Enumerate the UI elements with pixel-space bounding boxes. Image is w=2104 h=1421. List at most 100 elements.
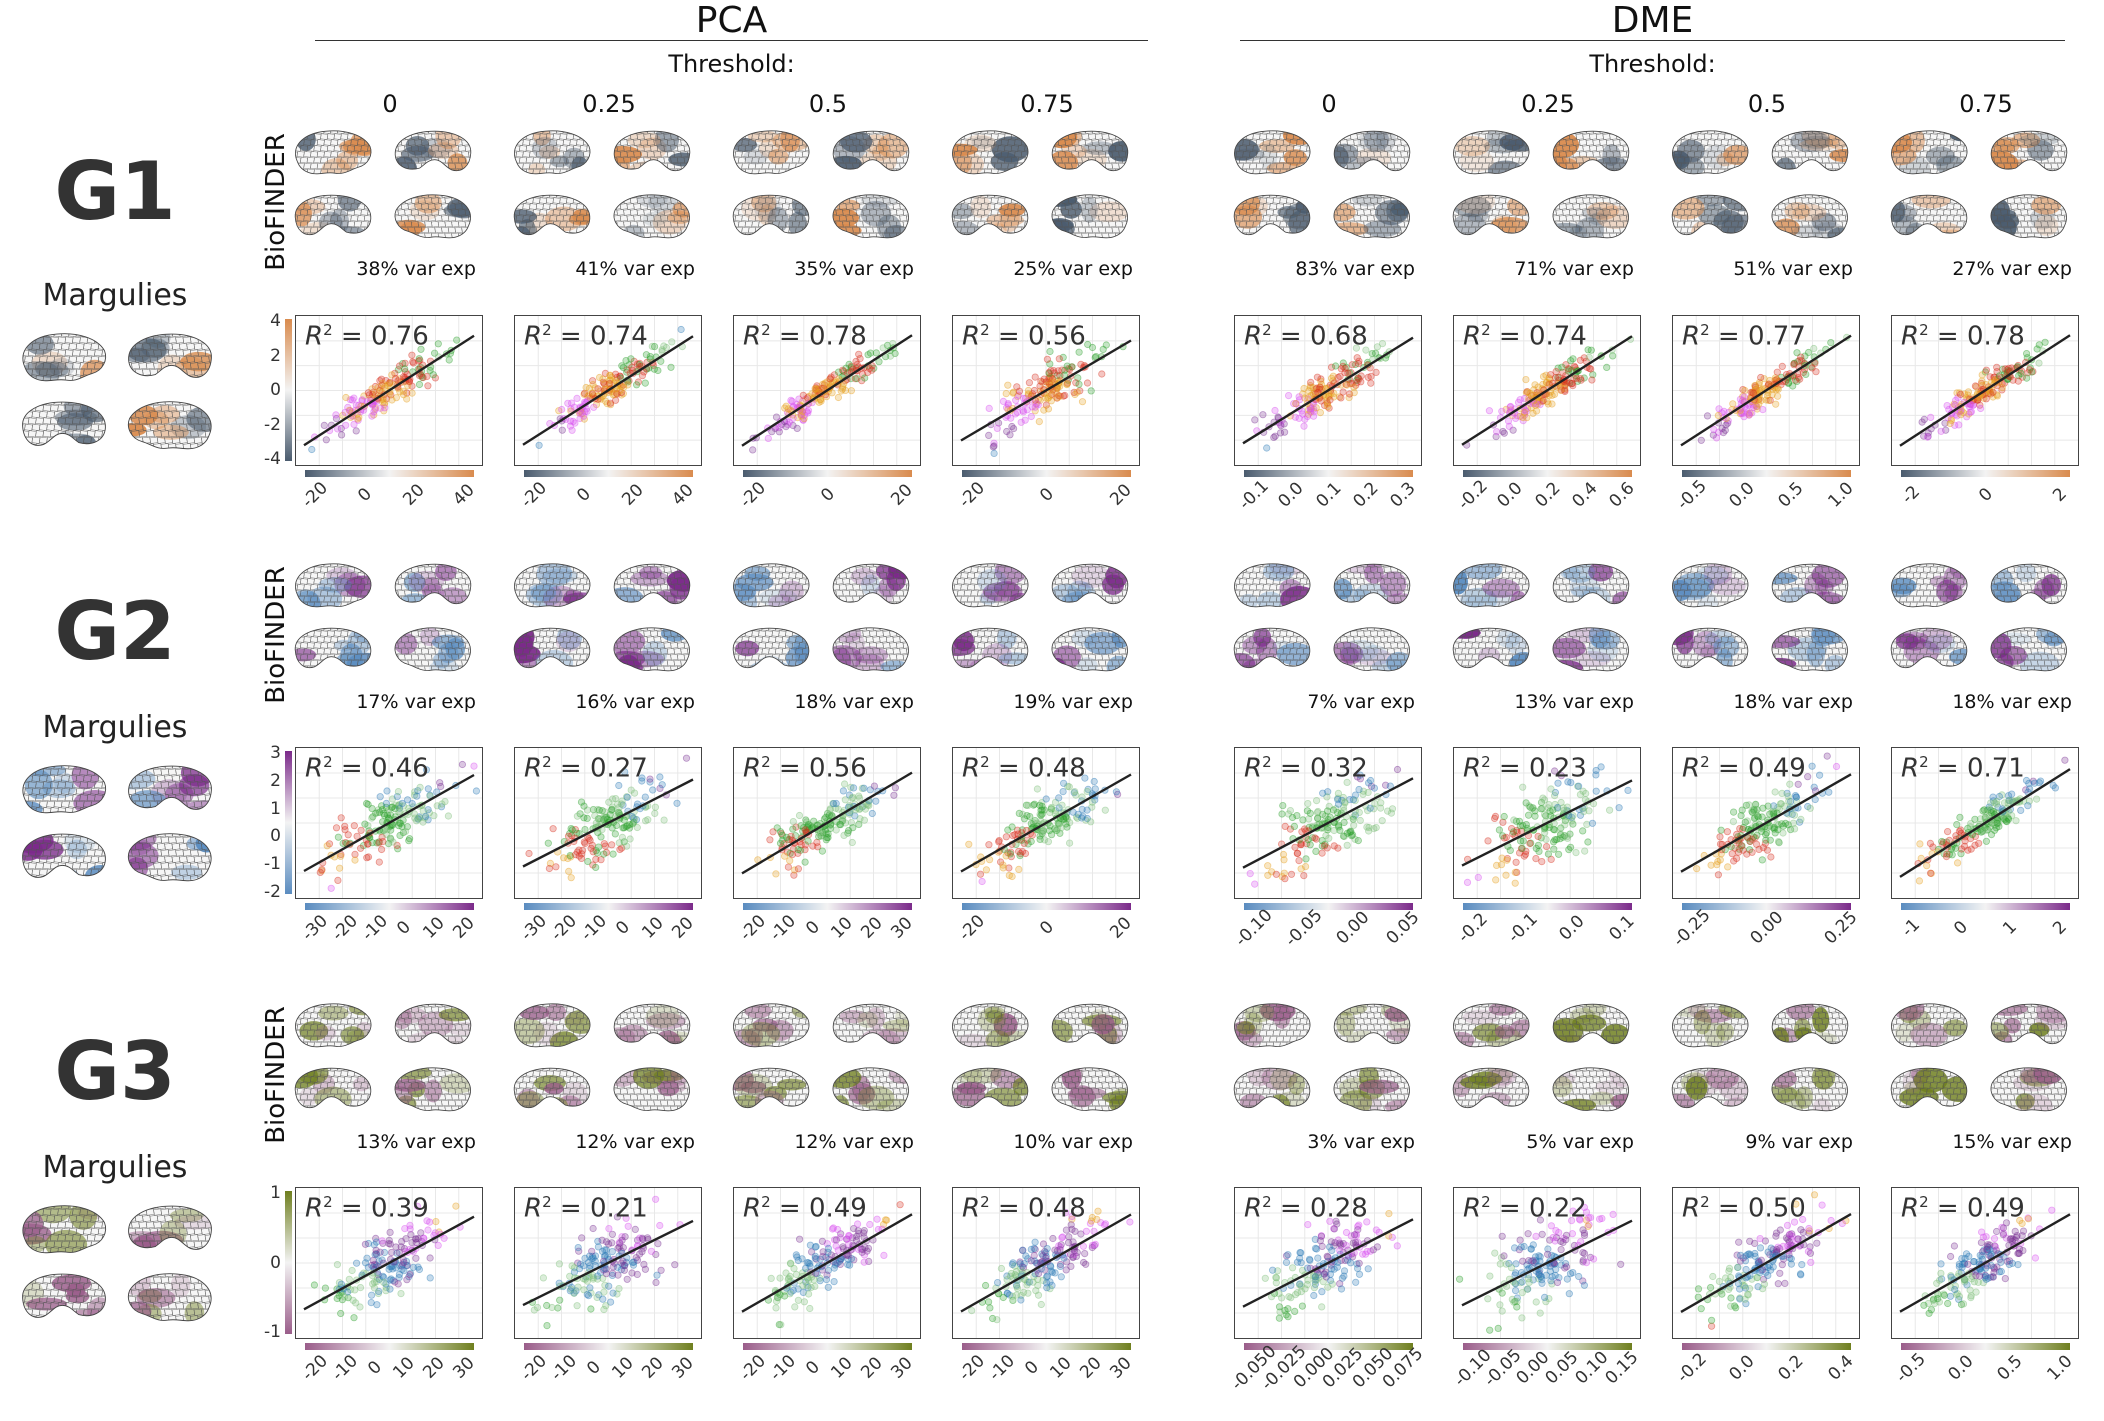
data-point — [1393, 1242, 1401, 1250]
data-point — [1535, 1252, 1543, 1260]
data-point — [1942, 853, 1951, 861]
data-point — [1990, 1268, 1998, 1277]
data-point — [646, 775, 654, 783]
lateral-left-brain — [1672, 563, 1749, 608]
data-point — [602, 397, 610, 405]
data-point — [1330, 826, 1338, 835]
data-point — [1016, 1260, 1024, 1268]
data-point — [1587, 1213, 1595, 1222]
data-point — [622, 1214, 630, 1222]
data-point — [841, 819, 850, 827]
data-point — [850, 1224, 858, 1233]
data-point — [1771, 788, 1779, 796]
data-point — [611, 830, 619, 838]
data-point — [1774, 838, 1783, 846]
data-point — [1313, 796, 1321, 805]
medial-right-brain — [394, 130, 472, 172]
data-point — [1791, 376, 1800, 384]
data-point — [332, 411, 340, 419]
data-point — [1349, 815, 1357, 823]
colorbar-x — [743, 903, 912, 910]
data-point — [1984, 1241, 1992, 1249]
data-point — [378, 833, 386, 841]
data-point — [1783, 789, 1791, 797]
data-point — [2005, 815, 2013, 823]
data-point — [1002, 390, 1010, 398]
data-point — [1749, 389, 1758, 397]
data-point — [1352, 1230, 1360, 1238]
medial-right-brain — [613, 563, 691, 605]
data-point — [1609, 352, 1617, 360]
data-point — [786, 857, 794, 865]
data-point — [1275, 1314, 1284, 1322]
data-point — [1334, 800, 1343, 808]
data-point — [1502, 1260, 1510, 1268]
data-point — [1340, 832, 1349, 841]
data-point — [1047, 367, 1055, 375]
data-point — [1551, 1237, 1559, 1245]
data-point — [1561, 385, 1569, 393]
data-point — [1306, 382, 1314, 390]
data-point — [376, 377, 384, 385]
variance-explained-label: 18% var exp — [1733, 691, 1853, 713]
data-point — [1330, 1225, 1339, 1233]
data-point — [1739, 823, 1748, 832]
data-point — [533, 1303, 542, 1312]
data-point — [803, 818, 811, 826]
data-point — [434, 340, 442, 348]
data-point — [1367, 782, 1376, 790]
data-point — [749, 446, 757, 454]
data-point — [569, 417, 577, 426]
data-point — [657, 1266, 665, 1274]
data-point — [1966, 408, 1974, 416]
data-point — [583, 1290, 591, 1299]
data-point — [1990, 1263, 1998, 1272]
data-point — [1027, 1245, 1035, 1254]
data-point — [816, 1255, 824, 1263]
data-point — [1775, 839, 1783, 847]
data-point — [1994, 803, 2002, 811]
data-point — [380, 1273, 388, 1281]
data-point — [2018, 373, 2026, 381]
variance-explained-label: 27% var exp — [1952, 258, 2072, 280]
data-point — [812, 1255, 820, 1263]
data-point — [1017, 1296, 1025, 1304]
data-point — [1697, 436, 1705, 444]
data-point — [1541, 810, 1549, 819]
data-point — [391, 374, 400, 383]
data-point — [348, 1266, 356, 1275]
data-point — [368, 390, 377, 399]
data-point — [2008, 364, 2016, 372]
data-point — [784, 836, 792, 844]
data-point — [1044, 405, 1053, 413]
data-point — [1953, 821, 1961, 829]
data-point — [1050, 366, 1058, 375]
data-point — [412, 1254, 420, 1262]
data-point — [835, 368, 843, 376]
data-point — [1550, 825, 1558, 834]
data-point — [782, 1269, 790, 1277]
regression-line — [303, 773, 475, 873]
data-point — [896, 1201, 904, 1209]
data-point — [1053, 394, 1062, 402]
data-point — [1570, 362, 1579, 370]
data-point — [1370, 784, 1378, 792]
data-point — [1927, 869, 1935, 878]
data-point — [1055, 794, 1063, 802]
data-point — [1007, 848, 1015, 856]
data-point — [1968, 1275, 1976, 1283]
data-point — [1036, 832, 1044, 840]
data-point — [1745, 411, 1753, 419]
data-point — [1082, 816, 1090, 824]
data-point — [1953, 859, 1962, 867]
data-point — [617, 1247, 625, 1255]
data-point — [860, 1229, 868, 1237]
data-point — [1515, 817, 1524, 825]
lateral-left-brain — [1453, 563, 1530, 608]
data-point — [1720, 407, 1728, 416]
data-point — [341, 408, 349, 416]
data-point — [1920, 1301, 1928, 1309]
data-point — [403, 1262, 411, 1270]
data-point — [1333, 808, 1342, 817]
data-point — [1759, 406, 1767, 414]
